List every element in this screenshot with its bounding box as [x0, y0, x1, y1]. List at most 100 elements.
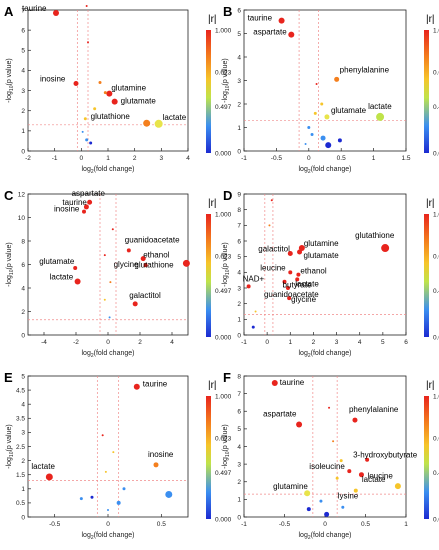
data-point — [339, 459, 343, 463]
point-label: galactitol — [258, 245, 290, 254]
y-axis-label-prefix: -log — [222, 275, 229, 287]
data-point — [304, 142, 307, 145]
x-axis-label-prefix: log — [82, 532, 91, 539]
point-label: guanidoacetate — [125, 235, 180, 244]
point-label: glutathione — [355, 231, 395, 240]
y-tick-label: 0 — [237, 332, 241, 339]
y-tick-label: 0 — [21, 332, 25, 339]
y-tick-label: 4 — [237, 270, 241, 277]
colorbar-tick-label: 0.000 — [433, 335, 439, 342]
x-axis-label-sub: 2 — [91, 169, 94, 175]
data-point-taurine — [53, 10, 59, 17]
panel-letter-c: C — [4, 188, 14, 203]
point-label: glutamine — [304, 239, 339, 248]
panel-letter-f: F — [223, 370, 231, 385]
data-point — [89, 141, 93, 145]
x-tick-label: 2 — [133, 155, 137, 162]
data-point — [335, 476, 339, 480]
y-tick-label: 6 — [237, 7, 241, 14]
y-tick-label: 2.5 — [16, 444, 25, 451]
y-axis-label: -log10(p value) — [6, 242, 15, 286]
data-point — [111, 228, 114, 231]
point-label: isoleucine — [309, 462, 345, 471]
y-tick-label: 0 — [21, 148, 25, 155]
panel-e: E-0.5 0 0.500.511.522.533.544.55log2(fold … — [4, 370, 232, 541]
y-axis-label-sub: 10 — [225, 451, 231, 457]
point-label: lactate — [362, 475, 386, 484]
y-tick-label: 6 — [237, 409, 241, 416]
data-point-taurine — [278, 17, 285, 24]
data-point-glycine — [287, 296, 292, 301]
colorbar — [206, 214, 211, 337]
y-axis-label-sub: 10 — [225, 85, 231, 91]
data-point — [107, 508, 109, 511]
data-point — [90, 495, 94, 499]
x-tick-label: -0.5 — [49, 521, 61, 528]
y-axis-label: -log10(p value) — [222, 58, 231, 102]
y-tick-label: 1 — [237, 497, 241, 504]
x-tick-label: -1 — [52, 155, 58, 162]
data-point — [306, 507, 311, 512]
x-axis-label: log2(fold change) — [82, 166, 135, 175]
data-point-aspartate — [296, 421, 303, 428]
data-point-lactate — [376, 112, 385, 121]
point-label: aspartate — [263, 409, 297, 418]
y-tick-label: 4 — [21, 402, 25, 409]
colorbar-tick-label: 0.623 — [215, 69, 232, 76]
data-point-lactate — [295, 277, 300, 282]
data-point — [251, 325, 255, 329]
x-axis-label-prefix: log — [82, 166, 91, 173]
y-axis-label-suffix: (p value) — [222, 242, 229, 269]
data-point-3-hydroxybutyrate — [365, 457, 370, 462]
y-tick-label: 6 — [21, 27, 25, 34]
x-axis-label-suffix: (fold change) — [94, 350, 135, 357]
colorbar-tick-label: 0.623 — [433, 69, 439, 76]
y-tick-label: 8 — [21, 238, 25, 245]
colorbar-tick-label: 0.623 — [215, 253, 232, 260]
x-tick-label: 1 — [404, 521, 408, 528]
data-point-taurine — [83, 204, 89, 210]
data-point — [315, 83, 318, 86]
data-point — [328, 406, 331, 409]
y-tick-label: 12 — [18, 191, 26, 198]
y-tick-label: 4 — [237, 444, 241, 451]
data-point — [254, 310, 257, 313]
y-tick-label: 4 — [21, 285, 25, 292]
axes-box-f — [243, 375, 407, 518]
colorbar-tick-label: 1.000 — [215, 28, 232, 35]
y-tick-label: 5 — [237, 426, 241, 433]
x-tick-label: 0.5 — [361, 521, 370, 528]
data-point-inosine — [153, 462, 159, 468]
point-label: phenylalanine — [340, 65, 390, 74]
x-tick-label: 0 — [106, 339, 110, 346]
axes-box-d — [243, 193, 407, 336]
y-tick-label: 2 — [21, 309, 25, 316]
data-point — [87, 41, 89, 44]
data-point — [270, 199, 273, 202]
data-point-glutamate — [297, 249, 303, 255]
x-axis-label: log2(fold change) — [299, 166, 352, 175]
data-point — [325, 142, 332, 149]
data-point-butyrate — [282, 279, 287, 284]
y-tick-label: 4.5 — [16, 387, 25, 394]
colorbar-tick-label: 1.000 — [215, 212, 232, 219]
x-axis-label-suffix: (fold change) — [94, 532, 135, 539]
point-label: taurine — [22, 4, 47, 13]
data-point-aspartate — [87, 199, 93, 205]
y-tick-label: 2 — [237, 101, 241, 108]
x-tick-label: -1 — [241, 155, 247, 162]
data-point — [320, 102, 324, 106]
x-tick-label: 4 — [186, 155, 190, 162]
y-tick-label: 0 — [237, 148, 241, 155]
x-axis-label: log2(fold change) — [299, 532, 352, 541]
data-point-galactitol — [132, 301, 138, 307]
point-label: glycine — [114, 260, 139, 269]
colorbar-title: |r| — [208, 380, 217, 391]
point-label: butyrate — [283, 281, 312, 290]
colorbar-tick-label: 1.000 — [433, 212, 439, 219]
colorbar-tick-label: 1.000 — [215, 394, 232, 401]
data-point — [320, 135, 326, 141]
